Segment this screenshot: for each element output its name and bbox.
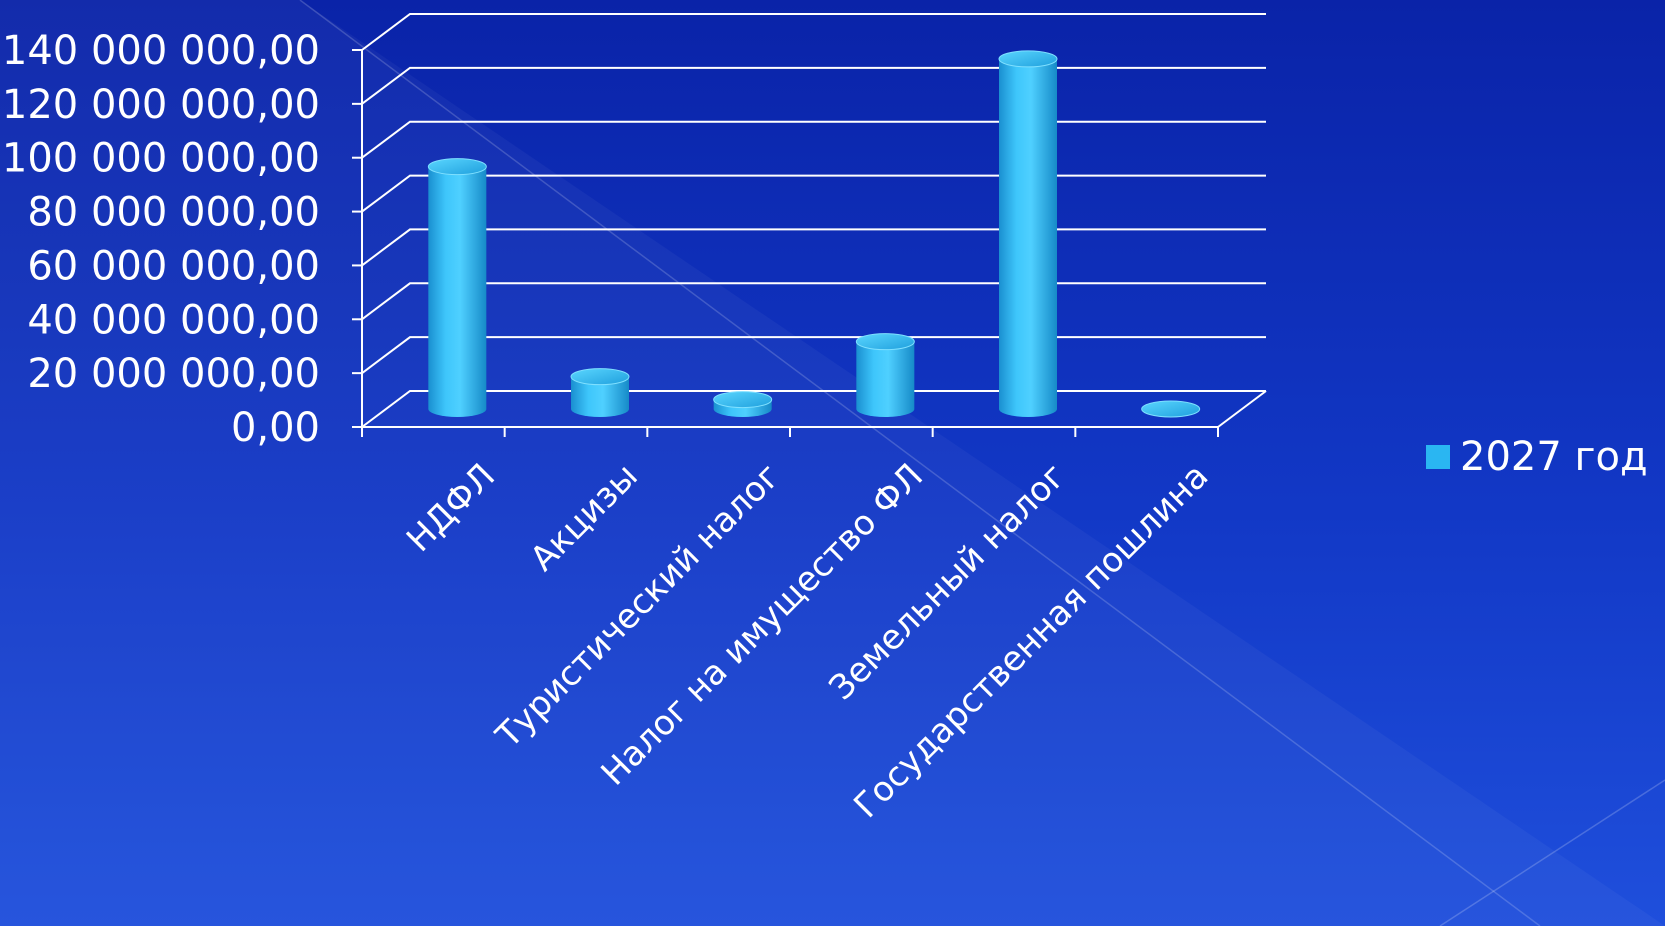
bar-cap [713, 391, 773, 409]
legend-label: 2027 год [1460, 434, 1648, 480]
y-tick-label: 100 000 000,00 [2, 136, 320, 182]
y-tick-label: 80 000 000,00 [27, 190, 320, 236]
gridline [361, 13, 1266, 51]
gridline [361, 282, 1266, 321]
bar-cap [855, 333, 915, 351]
gridline [361, 336, 1266, 374]
floor-right-edge [1217, 390, 1267, 428]
bar-4 [855, 333, 915, 417]
bars-layer [427, 50, 1201, 418]
bar-cap [1141, 400, 1201, 418]
bar-cap [998, 50, 1058, 68]
bar-cap [427, 158, 487, 176]
bar-6 [1141, 400, 1201, 418]
y-tick-label: 120 000 000,00 [2, 82, 320, 128]
gridline [361, 174, 1266, 213]
y-tick-label: 0,00 [231, 405, 320, 451]
gridline [361, 228, 1266, 267]
y-tick-label: 60 000 000,00 [27, 243, 320, 289]
bar-body [856, 341, 915, 417]
bar-2 [570, 368, 630, 417]
axes-layer: 0,00 20 000 000,00 40 000 000,00 60 000 000… [2, 13, 1267, 451]
gridline [361, 390, 1266, 428]
bar-body [999, 58, 1057, 418]
gridline [361, 120, 1266, 159]
y-tick-label: 40 000 000,00 [27, 297, 320, 343]
legend: 2027 год [1426, 434, 1648, 480]
y-tick-label: 140 000 000,00 [2, 28, 320, 74]
bar-1 [427, 158, 487, 417]
background-corner-line [1439, 779, 1665, 926]
y-tick-label: 20 000 000,00 [27, 351, 320, 397]
bar-body [571, 376, 629, 417]
bar-3 [713, 391, 773, 417]
legend-swatch [1426, 445, 1450, 469]
bar-cap [570, 368, 630, 386]
background-diagonal-line [299, 0, 1541, 926]
bar-body [428, 166, 487, 417]
bar-5 [998, 50, 1058, 418]
gridline [361, 66, 1266, 105]
